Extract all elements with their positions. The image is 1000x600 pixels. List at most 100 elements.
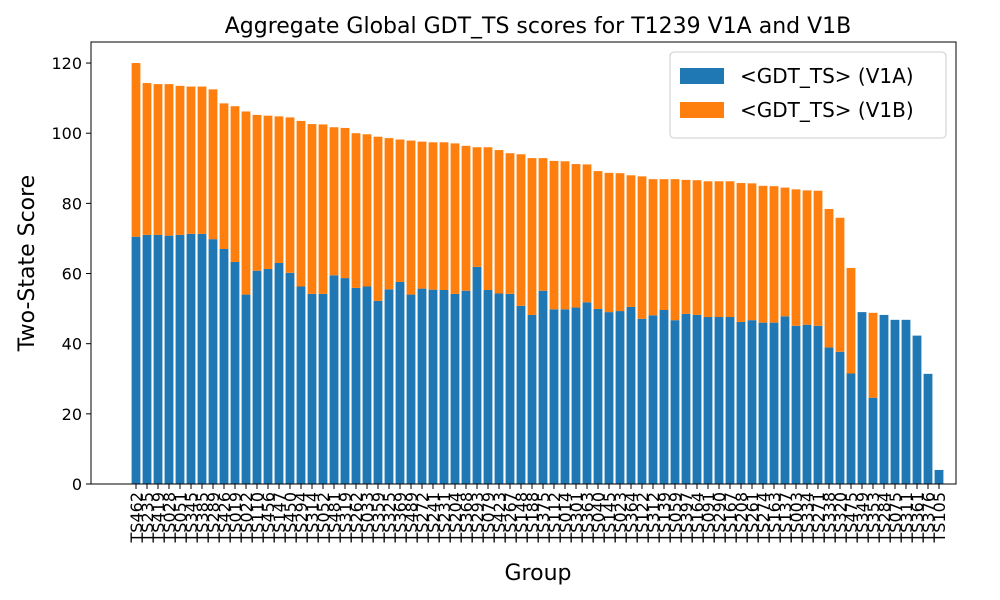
x-tick-label: TS359 bbox=[369, 492, 388, 543]
bar-segment bbox=[593, 171, 603, 309]
plot-frame bbox=[90, 41, 957, 485]
x-tick-label: TS163 bbox=[765, 492, 784, 543]
x-tick-label: TS312 bbox=[644, 492, 663, 543]
bar-segment bbox=[758, 322, 768, 484]
bar-segment bbox=[802, 190, 812, 325]
bar-segment bbox=[373, 300, 383, 484]
x-tick-label: TS271 bbox=[809, 492, 828, 543]
bar-segment bbox=[219, 103, 229, 249]
x-tick-label: TS450 bbox=[281, 492, 300, 543]
x-tick-label: TS188 bbox=[523, 492, 542, 543]
bar-segment bbox=[637, 318, 647, 484]
x-tick-label: TS334 bbox=[798, 492, 817, 543]
bar-segment bbox=[615, 173, 625, 312]
bar-segment bbox=[417, 288, 427, 484]
x-tick-label: TS091 bbox=[699, 492, 718, 543]
bar-segment bbox=[428, 142, 438, 290]
bar-segment bbox=[901, 319, 911, 484]
bar-segment bbox=[604, 312, 614, 484]
bar-segment bbox=[560, 161, 570, 310]
x-tick-label: TS052 bbox=[314, 492, 333, 543]
bar-segment bbox=[659, 179, 669, 311]
bar-segment bbox=[274, 263, 284, 484]
bar-segment bbox=[472, 266, 482, 484]
y-tick-label: 100 bbox=[51, 124, 82, 143]
bar-segment bbox=[846, 373, 856, 484]
bar-segment bbox=[582, 164, 592, 303]
x-tick-label: TS426 bbox=[215, 492, 234, 543]
bar-segment bbox=[252, 114, 262, 271]
x-tick-label: TS019 bbox=[226, 492, 245, 543]
x-axis-label: Group bbox=[505, 561, 572, 586]
x-tick-label: TS235 bbox=[138, 492, 157, 543]
x-tick-label: TS079 bbox=[479, 492, 498, 543]
x-tick-label: TS267 bbox=[501, 492, 520, 543]
bar-segment bbox=[252, 270, 262, 484]
bar-segment bbox=[263, 115, 273, 269]
x-tick-label: TS003 bbox=[787, 492, 806, 543]
bar-segment bbox=[395, 139, 405, 282]
bar-segment bbox=[659, 310, 669, 484]
bar-segment bbox=[747, 320, 757, 484]
bar-segment bbox=[934, 469, 944, 484]
bar-segment bbox=[868, 312, 878, 398]
x-tick-label: TS164 bbox=[688, 492, 707, 543]
bar-segment bbox=[604, 172, 614, 313]
x-tick-label: TS301 bbox=[567, 492, 586, 543]
bar-segment bbox=[846, 267, 856, 374]
y-tick-label: 20 bbox=[62, 405, 82, 424]
legend-swatch bbox=[680, 102, 724, 118]
x-tick-label: TS231 bbox=[435, 492, 454, 543]
bar-segment bbox=[648, 179, 658, 316]
x-tick-label: TS040 bbox=[589, 492, 608, 543]
bar-segment bbox=[318, 124, 328, 294]
x-tick-label: TS272 bbox=[413, 492, 432, 543]
bar-segment bbox=[439, 290, 449, 484]
bar-segment bbox=[769, 322, 779, 484]
x-tick-label: TS241 bbox=[424, 492, 443, 543]
chart-title: Aggregate Global GDT_TS scores for T1239… bbox=[225, 14, 852, 39]
bar-segment bbox=[802, 324, 812, 484]
x-tick-label: TS137 bbox=[776, 492, 795, 543]
bar-segment bbox=[208, 89, 218, 240]
bar-segment bbox=[791, 189, 801, 326]
y-tick-label: 40 bbox=[62, 335, 82, 354]
x-tick-label: TS363 bbox=[578, 492, 597, 543]
bar-segment bbox=[483, 147, 493, 291]
x-tick-label: TS364 bbox=[622, 492, 641, 543]
bar-segment bbox=[428, 289, 438, 484]
bar-segment bbox=[197, 233, 207, 484]
x-tick-label: TS051 bbox=[171, 492, 190, 543]
bar-segment bbox=[703, 181, 713, 318]
bar-segment bbox=[274, 116, 284, 263]
bar-segment bbox=[549, 309, 559, 484]
bar-segment bbox=[186, 233, 196, 484]
y-tick-label: 60 bbox=[62, 265, 82, 284]
x-tick-label: TS375 bbox=[534, 492, 553, 543]
bar-segment bbox=[516, 305, 526, 484]
bar-segment bbox=[307, 293, 317, 484]
bar-segment bbox=[340, 278, 350, 484]
legend-swatch bbox=[680, 68, 724, 84]
bar-segment bbox=[483, 290, 493, 484]
bar-segment bbox=[857, 312, 867, 484]
bar-segment bbox=[879, 314, 889, 484]
bar-segment bbox=[439, 142, 449, 291]
x-tick-label: TS290 bbox=[710, 492, 729, 543]
x-tick-label: TS349 bbox=[853, 492, 872, 543]
bar-segment bbox=[560, 309, 570, 484]
x-tick-label: TS289 bbox=[204, 492, 223, 543]
x-tick-label: TS369 bbox=[391, 492, 410, 543]
bar-segment bbox=[142, 234, 152, 484]
x-tick-label: TS314 bbox=[303, 492, 322, 543]
x-tick-label: TS261 bbox=[743, 492, 762, 543]
bar-segment bbox=[186, 86, 196, 234]
x-tick-label: TS376 bbox=[919, 492, 938, 543]
bar-segment bbox=[714, 317, 724, 484]
bar-segment bbox=[318, 293, 328, 484]
bar-segment bbox=[230, 261, 240, 484]
bar-segment bbox=[824, 347, 834, 484]
bar-segment bbox=[593, 308, 603, 484]
x-tick-label: TS110 bbox=[248, 492, 267, 543]
bar-segment bbox=[461, 145, 471, 291]
